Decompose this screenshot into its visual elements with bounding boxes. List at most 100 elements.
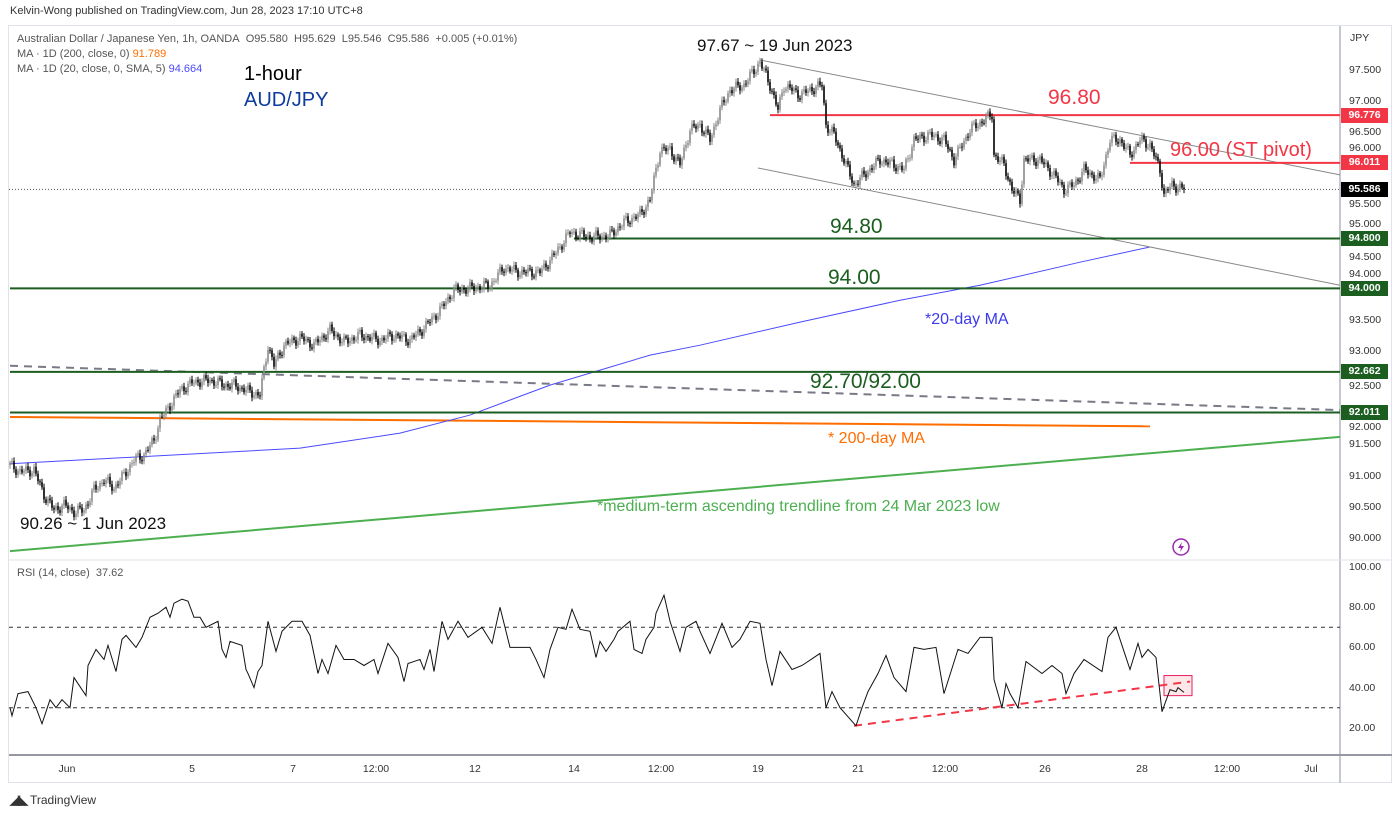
candle-body [839,145,841,149]
candle-body [1095,178,1097,181]
candle-body [671,146,673,157]
candle-body [665,147,667,152]
candle-body [965,136,967,141]
candle-body [497,272,499,281]
candle-body [103,482,105,484]
rsi-legend[interactable]: RSI (14, close) 37.62 [17,567,123,580]
candle-body [335,334,337,337]
candle-body [1145,139,1147,148]
candle-body [387,332,389,339]
ma200-legend[interactable]: MA · 1D (200, close, 0) 91.789 [17,48,166,61]
candle-body [563,243,565,250]
candle-body [947,144,949,150]
candle-body [419,329,421,333]
candle-body [695,126,697,129]
candle-body [547,267,549,269]
ma20-legend[interactable]: MA · 1D (20, close, 0, SMA, 5) 94.664 [17,63,202,76]
candle-body [85,504,87,511]
symbol-legend[interactable]: Australian Dollar / Japanese Yen, 1h, OA… [17,33,517,46]
candle-body [185,391,187,393]
candle-body [983,123,985,125]
candle-body [785,88,787,91]
candle-body [681,158,683,166]
candle-body [167,406,169,408]
candle-body [643,211,645,215]
candle-body [255,392,257,396]
candle-body [443,303,445,307]
candle-body [817,81,819,87]
candle-body [137,453,139,456]
candle-body [23,471,25,473]
candle-body [519,274,521,278]
candle-body [391,334,393,341]
candle-body [371,336,373,341]
candle-body [623,218,625,227]
candle-body [427,321,429,323]
candle-body [617,226,619,233]
candle-body [1091,172,1093,175]
candle-body [1077,179,1079,181]
annotation-ma20: *20-day MA [925,311,1009,328]
candle-body [123,471,125,473]
candle-body [71,507,73,511]
candle-body [207,378,209,383]
candle-body [119,480,121,486]
candle-body [401,334,403,339]
candle-body [601,236,603,240]
candle-body [633,216,635,218]
candle-body [97,488,99,490]
candle-body [1115,134,1117,142]
badge-support-1: 94.800 [1341,231,1388,246]
candle-body [707,129,709,133]
time-label: 26 [1039,763,1051,775]
candle-body [393,338,395,341]
candle-body [219,378,221,380]
price-tick-label: 95.500 [1349,198,1382,210]
time-label: 12:00 [931,763,959,775]
candle-body [289,342,291,344]
lightning-icon[interactable] [1172,538,1190,556]
candle-body [701,123,703,133]
candle-body [689,130,691,143]
candle-body [305,339,307,342]
candle-body [963,140,965,148]
candle-body [895,167,897,172]
candle-body [157,428,159,440]
tradingview-logo[interactable]: ◢◣ TradingView [10,792,96,808]
candle-body [729,90,731,94]
candle-body [457,284,459,290]
channel-lower-line [757,167,1340,286]
annotation-ma200: * 200-day MA [828,430,925,447]
price-tick-label: 91.500 [1349,438,1382,450]
candle-body [801,91,803,100]
candle-body [879,158,881,165]
candle-body [319,340,321,343]
candle-body [115,484,117,489]
candle-body [87,504,89,506]
candle-body [953,156,955,166]
candle-body [69,507,71,510]
candle-body [1067,184,1069,194]
candle-body [187,383,189,393]
candle-body [1163,187,1165,194]
candle-body [223,386,225,388]
candle-body [593,235,595,242]
candle-body [531,268,533,277]
price-tick-label: 93.500 [1349,314,1382,326]
candle-body [313,342,315,349]
candle-body [675,157,677,162]
candle-body [317,338,319,343]
candle-body [715,124,717,127]
candle-body [711,135,713,142]
candle-body [875,158,877,167]
candle-body [561,246,563,250]
candle-body [889,159,891,165]
candle-body [1001,156,1003,161]
candle-body [431,316,433,323]
candle-body [461,288,463,292]
candle-body [1165,189,1167,194]
candle-body [653,175,655,191]
candle-body [699,123,701,125]
candle-body [339,336,341,344]
